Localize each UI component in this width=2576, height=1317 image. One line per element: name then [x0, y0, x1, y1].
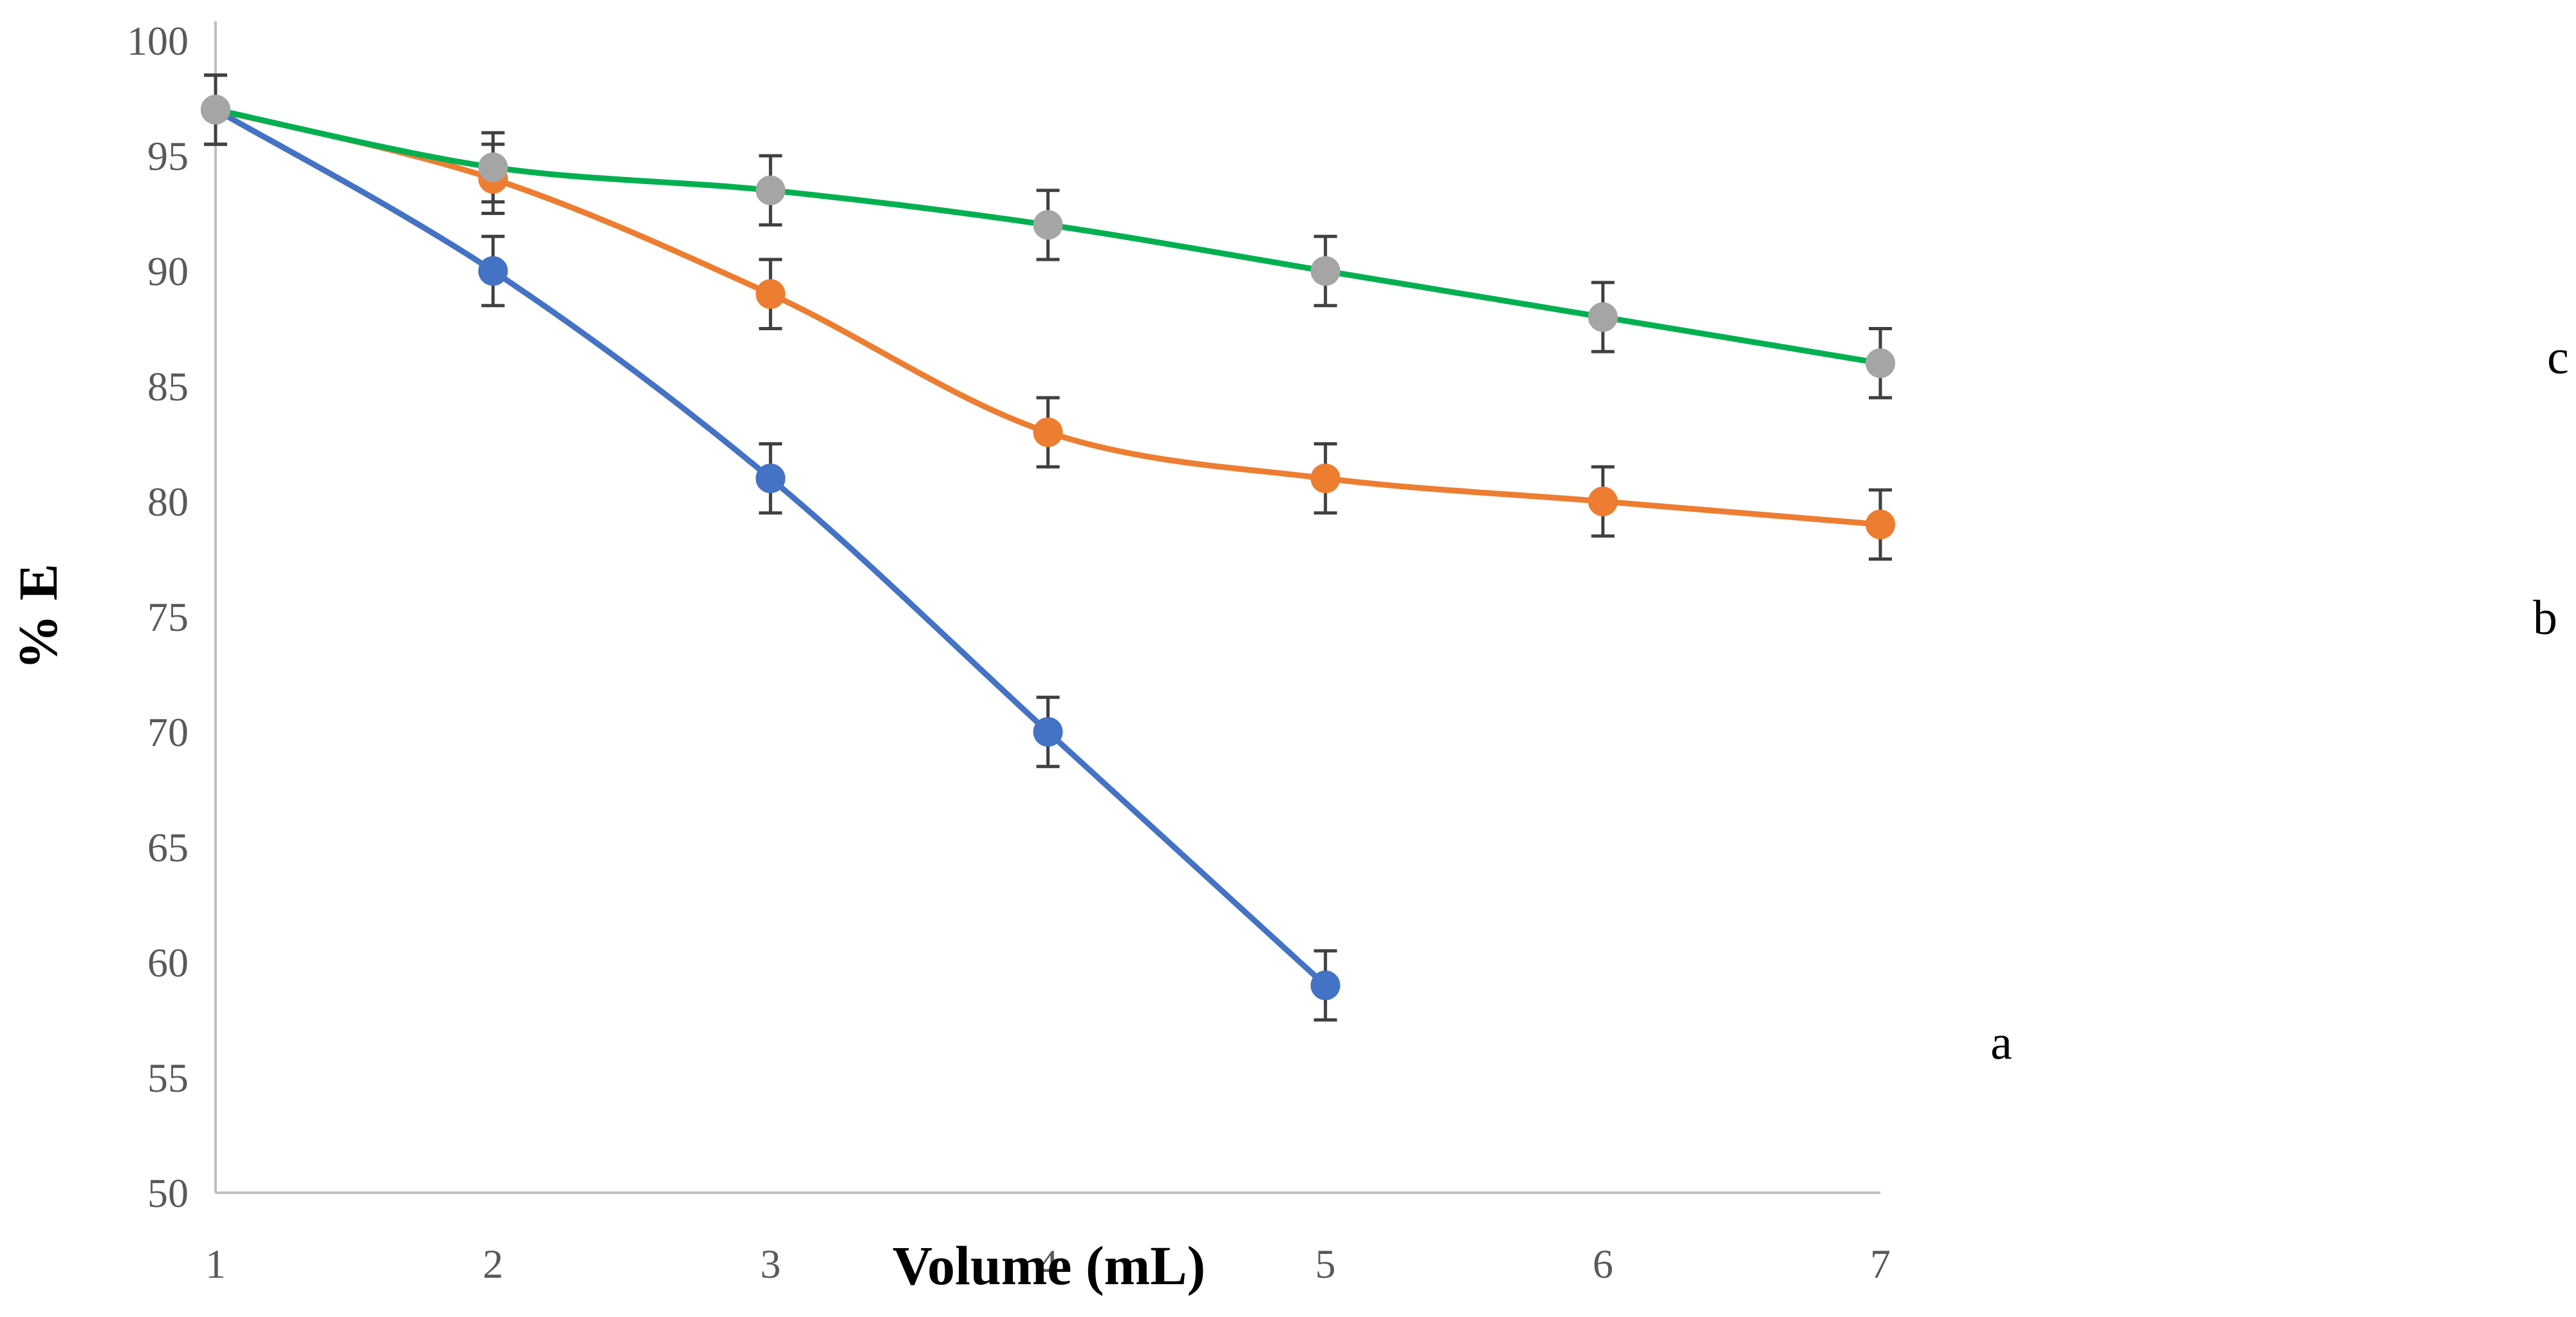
- x-tick-label: 6: [1593, 1241, 1613, 1287]
- x-tick-label: 5: [1315, 1241, 1336, 1287]
- x-tick-label: 4: [1038, 1241, 1059, 1287]
- data-point-a: [1033, 717, 1063, 747]
- y-tick-label: 70: [147, 709, 189, 755]
- markers-c: [201, 95, 1895, 378]
- y-axis-title: % E: [7, 564, 69, 670]
- data-point-b: [1033, 417, 1063, 447]
- y-tick-label: 55: [147, 1055, 189, 1101]
- series-layer: [201, 73, 1895, 1022]
- data-point-a: [755, 463, 786, 494]
- series-label-a: a: [1990, 1016, 2012, 1070]
- y-tick-label: 65: [147, 825, 189, 870]
- y-tick-label: 75: [147, 594, 189, 640]
- data-point-b: [1588, 487, 1618, 516]
- data-point-c: [755, 175, 786, 205]
- y-tick-label: 100: [127, 18, 189, 64]
- x-tick-label: 7: [1870, 1241, 1891, 1287]
- data-point-c: [1588, 302, 1618, 332]
- y-tick-label: 50: [147, 1170, 189, 1216]
- x-tick-label: 2: [483, 1241, 503, 1287]
- data-point-c: [1033, 210, 1063, 240]
- data-point-c: [478, 152, 508, 182]
- data-point-b: [1866, 509, 1895, 539]
- x-tick-label: 3: [760, 1241, 781, 1287]
- axes: 50 55 60 65 70 75 80 85 90 95 100 1 2 3 4 5 6 7: [127, 18, 1891, 1287]
- data-point-c: [1310, 256, 1340, 286]
- series-label-c: c: [2547, 330, 2569, 384]
- data-point-c: [1866, 348, 1895, 378]
- y-tick-label: 90: [147, 248, 189, 294]
- y-tick-label: 95: [147, 133, 189, 179]
- data-point-b: [1310, 463, 1340, 494]
- data-point-c: [201, 95, 230, 125]
- markers-a: [201, 95, 1340, 1000]
- y-tick-label: 80: [147, 479, 189, 525]
- y-tick-label: 85: [147, 364, 189, 409]
- label-layer: Volume (mL) % E a b c: [7, 330, 2569, 1296]
- series-label-b: b: [2533, 591, 2557, 645]
- data-point-b: [755, 279, 786, 309]
- x-tick-label: 1: [205, 1241, 226, 1287]
- x-axis-title: Volume (mL): [893, 1235, 1206, 1296]
- data-point-a: [1310, 970, 1340, 1000]
- y-tick-label: 60: [147, 940, 189, 985]
- series-b: [204, 73, 1892, 561]
- data-point-a: [478, 256, 508, 286]
